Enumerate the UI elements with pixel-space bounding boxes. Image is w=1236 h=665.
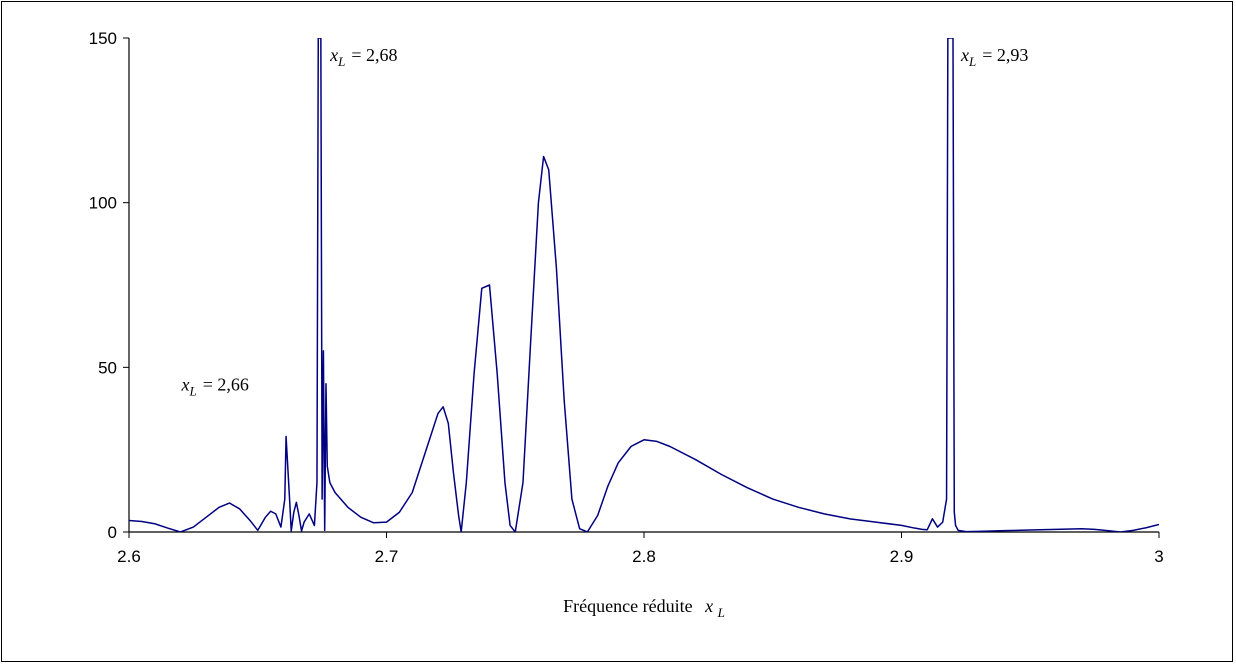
- annotation-subscript: L: [968, 54, 976, 69]
- annotation-symbol: x: [329, 45, 338, 65]
- y-tick-label: 0: [108, 523, 117, 542]
- annotation-value: = 2,93: [982, 45, 1028, 65]
- annotation-label: xL = 2,66: [181, 374, 249, 398]
- annotation-value: = 2,68: [351, 45, 397, 65]
- x-tick-label: 2.9: [890, 547, 914, 566]
- annotation-symbol: x: [960, 45, 969, 65]
- x-axis-title-subscript: L: [717, 605, 725, 620]
- ticks: 0 50 100 150 2.6 2.7 2.8 2.9 3: [89, 29, 1164, 566]
- x-tick-label: 2.6: [117, 547, 141, 566]
- y-tick-label: 50: [98, 358, 117, 377]
- annotation-subscript: L: [189, 383, 197, 398]
- annotation-label: xL = 2,68: [329, 45, 397, 69]
- annotation-symbol: x: [181, 374, 190, 394]
- x-tick-label: 2.8: [632, 547, 656, 566]
- axes: [128, 38, 1159, 533]
- x-tick-label: 3: [1154, 547, 1163, 566]
- annotation-label: xL = 2,93: [960, 45, 1028, 69]
- y-tick-label: 150: [89, 29, 117, 48]
- x-axis-title: Fréquence réduite x L: [563, 596, 725, 620]
- y-tick-label: 100: [89, 194, 117, 213]
- annotation-value: = 2,66: [203, 374, 249, 394]
- x-tick-label: 2.7: [375, 547, 399, 566]
- x-axis-title-symbol: x: [704, 596, 713, 616]
- series-layer: [129, 38, 1159, 532]
- annotation-subscript: L: [337, 54, 345, 69]
- x-axis-title-text: Fréquence réduite: [563, 596, 692, 616]
- series-line: [129, 38, 1159, 532]
